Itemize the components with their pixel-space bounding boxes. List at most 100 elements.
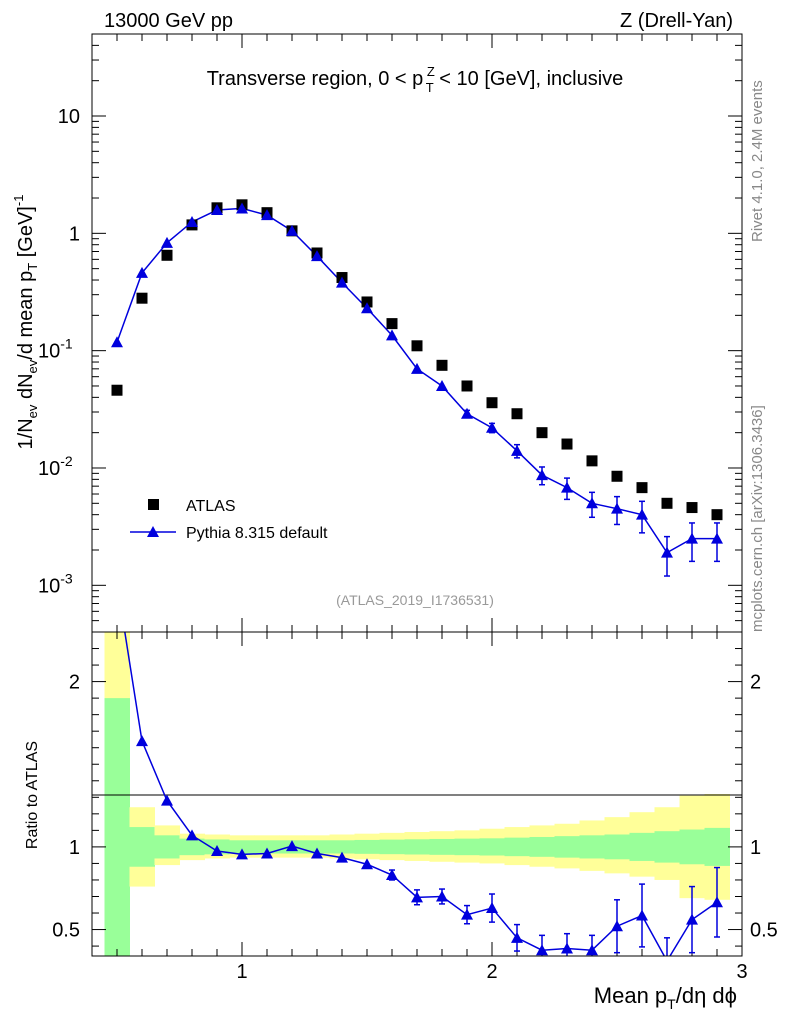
ratio-point (486, 902, 498, 914)
legend-pythia-label: Pythia 8.315 default (186, 525, 328, 542)
legend-atlas-marker (148, 499, 159, 510)
region-label-sup: Z (427, 64, 435, 79)
pythia-point (186, 215, 198, 227)
pythia-point (611, 502, 623, 514)
ratio-point (361, 858, 373, 870)
analysis-id-label: (ATLAS_2019_I1736531) (336, 592, 494, 608)
ratio-point (261, 847, 273, 859)
atlas-point (511, 408, 523, 420)
ratio-y-tick-label-left: 0.5 (52, 920, 80, 942)
ratio-point (536, 944, 548, 956)
ratio-y-tick-label-left: 2 (69, 672, 80, 694)
ratio-green-band (529, 836, 555, 857)
pythia-point (286, 224, 298, 236)
ratio-point (136, 735, 148, 747)
main-y-tick-label: 10-2 (38, 453, 73, 480)
ratio-point (686, 913, 698, 925)
ratio-point (336, 851, 348, 863)
main-y-tick-label: 10 (58, 106, 80, 128)
atlas-point (161, 249, 173, 261)
region-label-sub: T (426, 80, 434, 95)
ratio-green-band (104, 698, 130, 956)
pythia-point (236, 202, 248, 214)
pythia-point (711, 532, 723, 544)
pythia-point (686, 532, 698, 544)
legend-atlas-label: ATLAS (186, 498, 236, 515)
pythia-point (486, 421, 498, 433)
atlas-point (486, 397, 498, 409)
ratio-point (161, 794, 173, 806)
pythia-point (461, 407, 473, 419)
legend-pythia-marker (147, 526, 159, 537)
region-label-rest: < 10 [GeV], inclusive (434, 68, 624, 90)
ratio-green-band (654, 831, 680, 863)
pythia-point (586, 497, 598, 509)
pythia-point (636, 508, 648, 520)
side-label-bottom: mcplots.cern.ch [arXiv:1306.3436] (749, 405, 766, 632)
ratio-point (311, 847, 323, 859)
main-y-tick-exponent: -2 (60, 453, 73, 469)
main-plot-frame (91, 33, 743, 633)
ratio-plot-frame (91, 631, 743, 957)
ratio-y-tick-label-right: 1 (750, 837, 761, 859)
ratio-green-band (679, 829, 705, 865)
ratio-green-band (554, 836, 580, 858)
pythia-point (361, 302, 373, 314)
atlas-point (411, 340, 423, 352)
ratio-green-band (179, 838, 205, 856)
ratio-y-tick-label-right: 2 (750, 672, 761, 694)
ratio-green-band (454, 838, 480, 856)
ratio-green-band (404, 839, 430, 855)
atlas-point (386, 318, 398, 330)
atlas-point (536, 427, 548, 439)
ratio-x-tick-label: 2 (486, 961, 497, 983)
pythia-point (661, 546, 673, 558)
ratio-green-band (254, 840, 280, 854)
atlas-point (711, 509, 723, 521)
atlas-point (461, 380, 473, 392)
ratio-point (186, 829, 198, 841)
atlas-point (436, 359, 448, 371)
ratio-green-band (304, 840, 330, 854)
pythia-point (561, 481, 573, 493)
ratio-point (236, 848, 248, 860)
pythia-point (211, 204, 223, 216)
ratio-green-band (704, 827, 730, 866)
energy-label: 13000 GeV pp (104, 10, 233, 32)
pythia-point (511, 444, 523, 456)
atlas-point (636, 482, 648, 494)
ratio-x-tick-label: 3 (736, 961, 747, 983)
ratio-plot: 0.5 0.5 1 1 2 2 1 2 3 Ratio to ATLAS Mean pT/dη… (24, 631, 778, 1012)
ratio-green-band (129, 827, 155, 867)
main-data-marks (111, 199, 723, 577)
ratio-green-band (154, 835, 180, 859)
ratio-green-band (429, 838, 455, 855)
atlas-point (361, 296, 373, 308)
ratio-green-band (629, 832, 655, 861)
ratio-green-band (504, 837, 530, 857)
main-y-tick-exponent: -1 (60, 336, 73, 352)
atlas-point (561, 438, 573, 450)
pythia-point (436, 379, 448, 391)
pythia-point (261, 209, 273, 221)
ratio-x-tick-label: 1 (236, 961, 247, 983)
ratio-x-tick-labels: 1 2 3 (236, 961, 747, 983)
ratio-x-axis-label: Mean pT/dη dϕ (594, 983, 737, 1012)
ratio-point (636, 909, 648, 921)
ratio-point (386, 869, 398, 880)
pythia-point (111, 336, 123, 348)
side-label-top: Rivet 4.1.0, 2.4M events (749, 80, 766, 242)
ratio-green-band (604, 834, 630, 860)
ratio-point (611, 920, 623, 932)
ratio-green-band (479, 838, 505, 856)
ratio-point (511, 931, 523, 943)
ratio-point (711, 896, 723, 908)
pythia-point (536, 469, 548, 481)
pythia-point (336, 276, 348, 288)
ratio-green-band (354, 839, 380, 854)
ratio-point (461, 908, 473, 920)
main-y-tick-label: 10-1 (38, 336, 73, 363)
ratio-point (586, 944, 598, 956)
